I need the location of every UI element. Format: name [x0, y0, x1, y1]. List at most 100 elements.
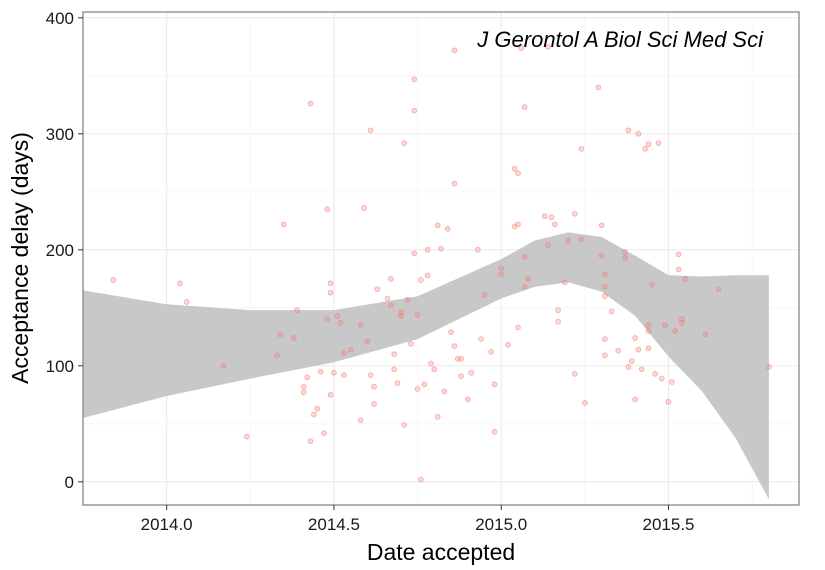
y-tick-label: 0	[65, 473, 74, 492]
data-point	[635, 346, 642, 353]
data-point	[327, 391, 334, 398]
data-point	[608, 308, 615, 315]
data-point	[367, 127, 374, 134]
data-point	[655, 140, 662, 146]
data-point	[662, 322, 669, 329]
data-point	[371, 383, 377, 390]
data-point	[635, 130, 642, 137]
x-axis-ticks: 2014.0 2014.5 2015.0 2015.5	[141, 505, 695, 534]
data-point	[622, 249, 628, 255]
data-point	[498, 265, 505, 272]
y-tick-label: 300	[46, 125, 74, 144]
data-point	[398, 313, 404, 319]
data-point	[357, 322, 364, 329]
data-point	[595, 84, 602, 91]
y-tick-label: 200	[46, 241, 74, 260]
data-point	[418, 277, 424, 283]
data-point	[598, 252, 605, 259]
data-point	[324, 316, 331, 323]
data-point	[384, 295, 391, 302]
data-point	[451, 47, 458, 54]
x-tick-label: 2014.5	[308, 515, 360, 534]
data-point	[571, 210, 578, 217]
data-point	[648, 281, 655, 288]
data-point	[300, 383, 307, 390]
data-point	[602, 336, 608, 342]
data-point	[434, 413, 441, 420]
data-point	[428, 360, 434, 367]
data-point	[391, 366, 398, 373]
data-point	[464, 396, 471, 403]
data-point	[458, 355, 464, 362]
data-point	[418, 476, 424, 483]
data-point	[521, 284, 528, 290]
data-point	[474, 246, 481, 253]
data-point	[364, 338, 371, 345]
data-point	[294, 307, 300, 313]
data-point	[548, 214, 555, 221]
data-point	[515, 324, 521, 331]
data-point	[367, 372, 374, 378]
data-point	[682, 275, 689, 282]
data-point	[401, 140, 408, 146]
data-point	[411, 250, 418, 257]
data-point	[582, 400, 588, 406]
data-point	[374, 286, 381, 293]
data-point	[371, 401, 377, 407]
data-point	[317, 368, 324, 375]
data-point	[468, 369, 474, 376]
data-point	[451, 180, 458, 187]
plot-panel	[83, 12, 799, 505]
data-point	[555, 307, 561, 313]
data-point	[491, 381, 498, 388]
data-point	[665, 398, 672, 405]
data-point	[642, 146, 648, 152]
data-point	[675, 266, 682, 273]
x-axis-title: Date accepted	[367, 539, 515, 565]
data-point	[521, 104, 528, 110]
data-point	[361, 205, 367, 211]
data-point	[280, 221, 287, 228]
data-point	[766, 364, 772, 370]
journal-annotation: J Gerontol A Biol Sci Med Sci	[476, 27, 764, 52]
data-point	[602, 271, 608, 278]
data-point	[451, 343, 458, 349]
data-point	[220, 362, 227, 369]
data-point	[645, 328, 652, 334]
data-point	[632, 396, 638, 403]
data-point	[414, 386, 421, 392]
data-point	[408, 340, 414, 347]
plot-border	[82, 11, 800, 506]
data-point	[578, 146, 585, 152]
data-point	[488, 349, 495, 355]
data-point	[481, 292, 488, 298]
data-point	[387, 275, 394, 282]
data-point	[444, 226, 451, 232]
data-point	[602, 284, 608, 290]
x-tick-label: 2014.0	[141, 515, 193, 534]
data-point	[424, 246, 431, 253]
data-point	[625, 127, 632, 134]
data-point	[645, 141, 652, 148]
data-point	[511, 165, 518, 172]
data-point	[177, 280, 183, 287]
data-point	[702, 331, 709, 338]
data-point	[387, 302, 394, 309]
data-point	[448, 329, 454, 336]
y-axis-ticks: 0 100 200 300 400	[46, 9, 83, 492]
data-point	[491, 429, 498, 435]
data-point	[431, 366, 438, 373]
data-point	[551, 221, 558, 228]
data-point	[658, 375, 665, 382]
data-point	[478, 336, 484, 342]
data-point	[314, 405, 321, 412]
data-point	[421, 381, 428, 388]
data-point	[404, 296, 411, 303]
data-point	[518, 45, 525, 51]
data-point	[672, 328, 679, 334]
data-point	[334, 313, 341, 319]
data-point	[669, 379, 675, 385]
data-point	[304, 374, 311, 381]
data-point	[434, 222, 441, 229]
